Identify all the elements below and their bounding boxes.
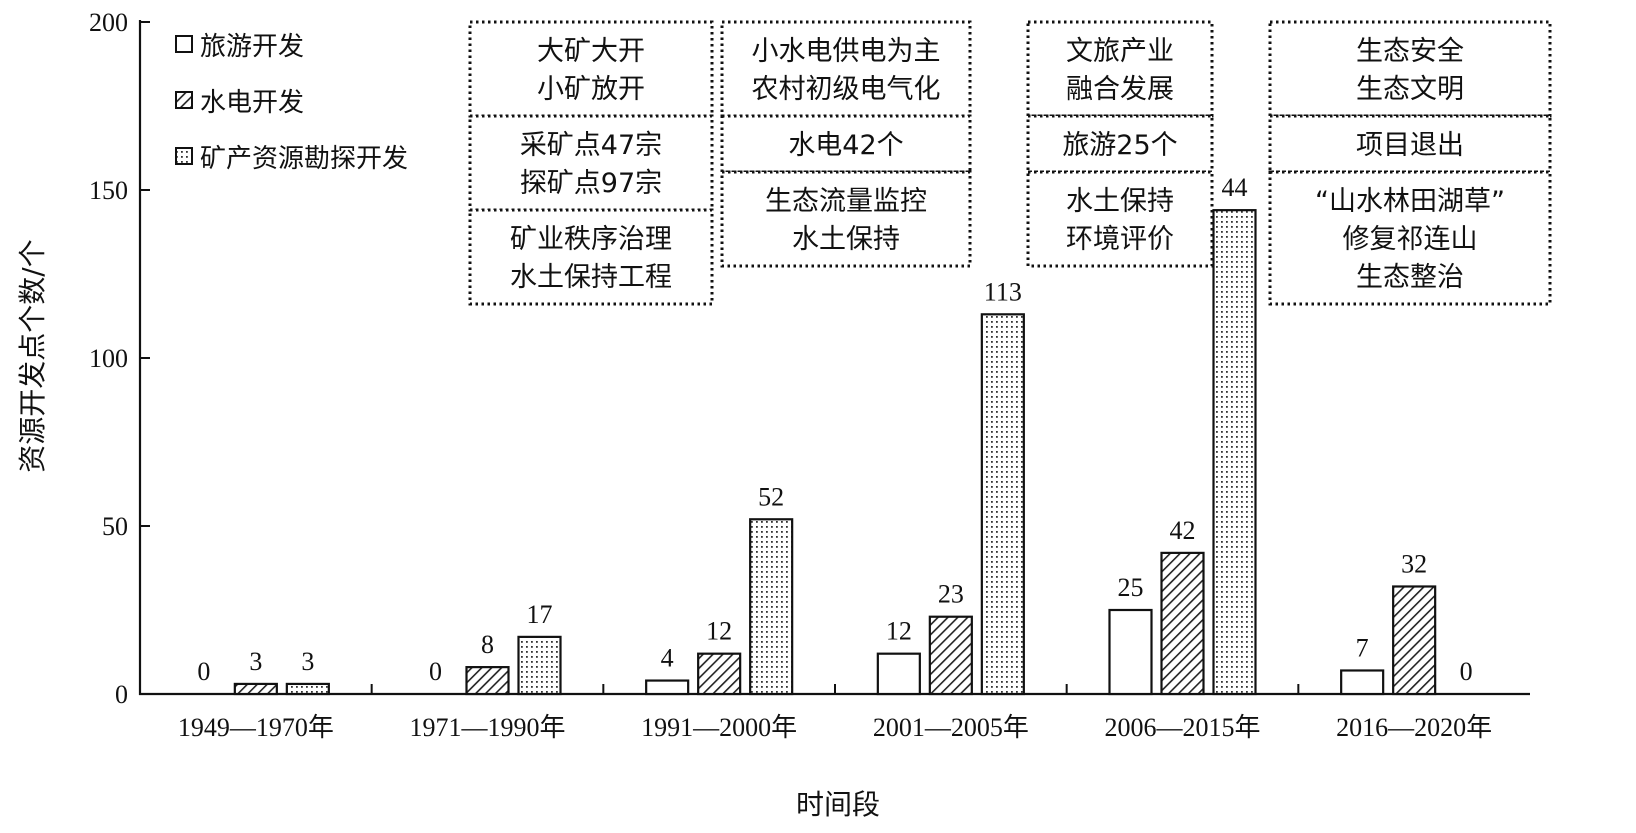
data-label: 12 (886, 617, 912, 646)
annotation-text: 矿业秩序治理 (510, 224, 672, 255)
data-label: 113 (984, 277, 1022, 306)
bar (233, 682, 278, 696)
annotation-box (720, 170, 972, 268)
annotation-text: 生态文明 (1356, 74, 1464, 105)
annotation-text: 文旅产业 (1066, 36, 1174, 67)
x-tick-label: 2001—2005年 (873, 713, 1029, 742)
annotation-text: 环境评价 (1066, 224, 1174, 255)
x-tick-label: 1949—1970年 (178, 713, 334, 742)
legend-swatch-tourism (175, 35, 193, 53)
annotation-text: 生态整治 (1356, 262, 1464, 293)
bar (697, 652, 742, 696)
data-label: 52 (758, 482, 784, 511)
annotation-text: 生态流量监控 (765, 186, 927, 217)
annotation-text: 水土保持 (792, 224, 900, 255)
y-tick-label: 150 (89, 176, 128, 205)
data-label: 3 (249, 647, 262, 676)
annotation-text: 水电42个 (788, 130, 903, 161)
data-label: 44 (1222, 173, 1248, 202)
y-tick-label: 50 (102, 512, 128, 541)
y-tick-label: 100 (89, 344, 128, 373)
bar (465, 666, 510, 696)
annotation-box (720, 20, 972, 118)
bar (1212, 209, 1257, 696)
bar (1340, 669, 1385, 696)
annotation-text: 修复祁连山 (1343, 224, 1478, 255)
y-tick-label: 200 (89, 8, 128, 37)
data-label: 3 (301, 647, 314, 676)
annotation-text: 融合发展 (1066, 74, 1174, 105)
annotation-text: 小矿放开 (537, 74, 645, 105)
annotation-text: 项目退出 (1356, 130, 1464, 161)
data-label: 0 (197, 657, 210, 686)
bar (517, 635, 562, 696)
annotation-text: 小水电供电为主 (752, 36, 941, 67)
annotation-text: 生态安全 (1356, 36, 1464, 67)
annotation-text: 水土保持工程 (510, 262, 672, 293)
legend-label-tourism: 旅游开发 (200, 32, 304, 62)
bar-labels: 0 0 4 12 25 7 3 8 12 23 42 32 3 17 52 113 44 0 (197, 173, 1472, 686)
data-label: 25 (1118, 573, 1144, 602)
annotation-text: 大矿大开 (537, 36, 645, 67)
bar (876, 652, 921, 696)
bar (928, 615, 973, 696)
annotation-text: 探矿点97宗 (520, 168, 662, 199)
legend-swatch-mining (175, 147, 193, 165)
data-label: 8 (481, 630, 494, 659)
annotation-box (468, 114, 714, 212)
data-label: 42 (1170, 516, 1196, 545)
annotation-box (1026, 20, 1214, 118)
bar (1392, 585, 1437, 696)
bars (233, 209, 1437, 696)
legend-label-mining: 矿产资源勘探开发 (200, 144, 408, 174)
annotation-text: 旅游25个 (1062, 130, 1177, 161)
annotation-text: 农村初级电气化 (752, 74, 941, 105)
annotation-text: “山水林田湖草” (1315, 186, 1505, 217)
x-tick-label: 1991—2000年 (641, 713, 797, 742)
bar (1108, 608, 1153, 696)
data-label: 7 (1356, 633, 1369, 662)
legend-swatch-hydropower (175, 91, 193, 109)
bar (980, 313, 1025, 696)
legend: 旅游开发 水电开发 矿产资源勘探开发 (175, 32, 408, 174)
legend-label-hydropower: 水电开发 (200, 88, 304, 118)
annotation-box (468, 208, 714, 306)
data-label: 12 (706, 617, 732, 646)
data-label: 23 (938, 580, 964, 609)
x-tick-label: 1971—1990年 (409, 713, 565, 742)
data-label: 4 (661, 644, 674, 673)
data-label: 32 (1401, 549, 1427, 578)
annotation-box (1026, 170, 1214, 268)
axes: 0 50 100 150 200 1949—1970年 1971—1990年 1991—200… (89, 8, 1530, 742)
annotation-box (1268, 170, 1552, 306)
x-axis-title: 时间段 (796, 788, 880, 821)
bar (749, 518, 794, 696)
data-label: 0 (1460, 657, 1473, 686)
annotation-text: 采矿点47宗 (520, 130, 662, 161)
data-label: 0 (429, 657, 442, 686)
y-axis-title: 资源开发点个数/个 (16, 239, 49, 472)
annotation-box (720, 114, 972, 174)
x-tick-label: 2016—2020年 (1336, 713, 1492, 742)
bar (645, 679, 690, 696)
y-tick-label: 0 (115, 680, 128, 709)
bar (1160, 551, 1205, 696)
annotation-box (468, 20, 714, 118)
annotation-box (1268, 20, 1552, 118)
bar (285, 682, 330, 696)
x-tick-label: 2006—2015年 (1104, 713, 1260, 742)
annotation-text: 水土保持 (1066, 186, 1174, 217)
data-label: 17 (527, 600, 553, 629)
